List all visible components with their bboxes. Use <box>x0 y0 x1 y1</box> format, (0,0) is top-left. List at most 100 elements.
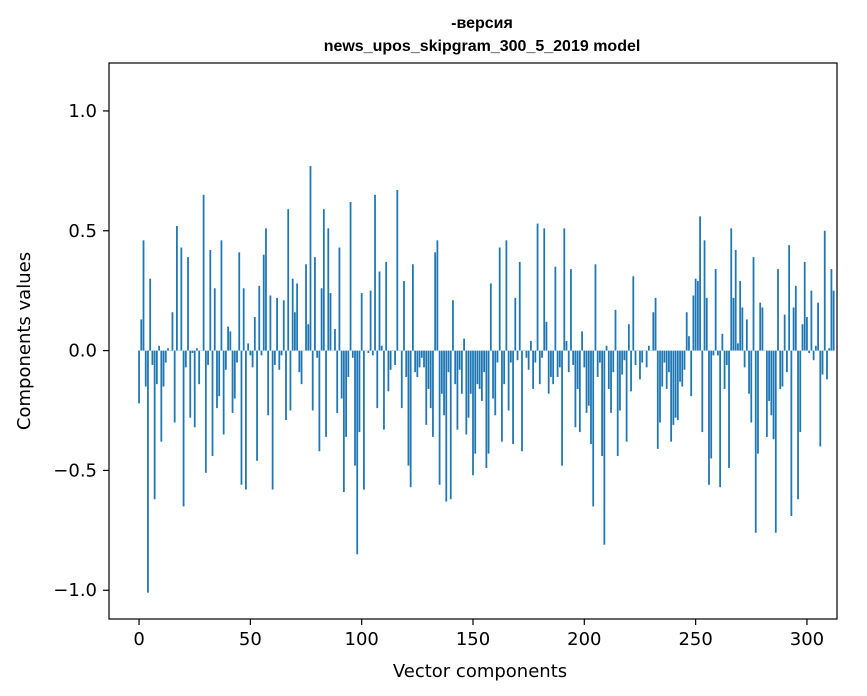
bar <box>374 194 376 351</box>
bar <box>189 350 192 418</box>
bar <box>229 331 232 351</box>
bar <box>211 350 214 457</box>
bar <box>164 350 167 363</box>
bar <box>405 350 408 377</box>
bar <box>529 341 532 351</box>
bar <box>251 350 254 368</box>
bar <box>367 350 370 353</box>
bar <box>472 350 474 476</box>
x-tick-label: 50 <box>239 629 262 650</box>
bar <box>447 350 450 373</box>
bar <box>483 350 486 373</box>
bar <box>220 240 223 351</box>
chart-title-line1: -версия <box>451 15 513 32</box>
bar <box>512 350 514 445</box>
bar <box>498 247 501 351</box>
bar <box>509 350 512 363</box>
bar <box>487 350 490 454</box>
bar <box>240 350 243 485</box>
bar <box>832 290 835 351</box>
bar <box>803 261 806 351</box>
bar <box>256 350 258 461</box>
bar <box>427 350 430 389</box>
y-tick-label: −1.0 <box>53 580 97 601</box>
bar <box>545 321 548 351</box>
bar <box>732 297 735 351</box>
bar <box>710 350 713 459</box>
bar <box>423 350 425 368</box>
bar <box>596 350 599 377</box>
bar <box>696 281 699 351</box>
y-tick-label: 0.5 <box>68 221 97 242</box>
bar <box>273 350 276 365</box>
bar <box>463 338 465 351</box>
bar <box>730 228 733 351</box>
bar <box>748 350 750 394</box>
bar <box>821 350 824 375</box>
bar <box>173 350 176 423</box>
bar <box>360 293 363 351</box>
bar <box>449 350 452 500</box>
bar <box>496 350 499 363</box>
bar <box>153 350 156 500</box>
bar <box>543 228 546 351</box>
bar <box>737 343 739 351</box>
bar <box>656 350 659 449</box>
bar <box>808 350 811 353</box>
bar <box>329 293 332 351</box>
bar <box>445 350 448 502</box>
bar <box>501 350 503 442</box>
bar <box>739 281 742 351</box>
bar <box>400 350 403 409</box>
bar <box>298 350 301 373</box>
bar <box>213 288 216 351</box>
bar <box>481 350 483 401</box>
bar <box>316 350 319 358</box>
bar <box>550 350 552 377</box>
bar <box>269 295 272 351</box>
bar <box>356 350 359 555</box>
bar <box>717 350 719 356</box>
bar <box>198 350 201 385</box>
bar <box>607 350 610 389</box>
bar <box>314 257 316 351</box>
bar <box>826 350 828 380</box>
bar <box>605 345 608 351</box>
bar <box>627 324 630 351</box>
bar <box>505 240 508 351</box>
bar <box>783 314 786 351</box>
bar <box>672 350 675 425</box>
bar <box>561 350 563 466</box>
bar <box>492 350 494 399</box>
bar <box>245 350 247 490</box>
bar <box>645 350 648 368</box>
y-axis-ticks: −1.0 −0.5 0.0 0.5 1.0 <box>53 101 109 601</box>
bar <box>612 350 615 373</box>
bar <box>532 350 534 389</box>
bar <box>236 350 238 363</box>
bar <box>396 190 399 351</box>
bar <box>630 350 632 392</box>
bar <box>363 350 365 490</box>
bar <box>296 283 299 351</box>
bar <box>714 269 717 351</box>
bar <box>403 281 405 351</box>
plot-frame <box>108 62 838 620</box>
bar <box>140 319 143 351</box>
bar <box>443 350 445 416</box>
bars-group <box>138 166 835 593</box>
bar <box>151 350 154 365</box>
bar <box>371 350 374 356</box>
bar <box>761 307 764 351</box>
bar <box>334 329 336 351</box>
bar <box>719 350 722 488</box>
bar <box>661 350 664 387</box>
bar <box>289 350 292 411</box>
bar <box>699 216 701 351</box>
bar <box>418 350 421 368</box>
bar <box>625 350 628 442</box>
bar <box>745 319 748 351</box>
bar <box>823 230 826 351</box>
bar <box>425 350 428 425</box>
